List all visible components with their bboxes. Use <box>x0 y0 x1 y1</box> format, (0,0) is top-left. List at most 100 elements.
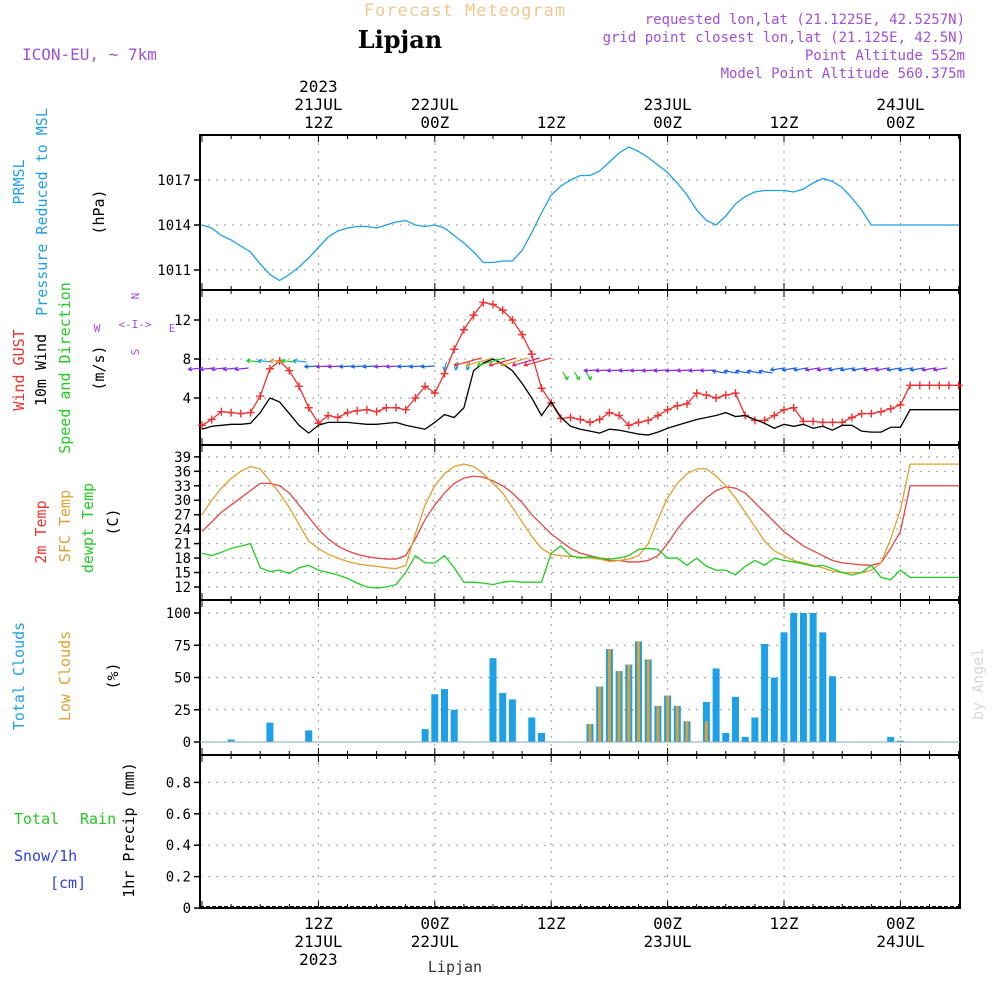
wind-arrow <box>246 358 261 364</box>
total-cloud-bar <box>431 694 439 742</box>
total-cloud-bar <box>722 732 730 742</box>
wind-dir-label: Speed and Direction <box>56 282 74 454</box>
total-cloud-bar <box>780 632 788 742</box>
y-tick-label: 0 <box>183 735 191 751</box>
gust-point <box>353 406 362 415</box>
y-tick-label: 1011 <box>157 263 191 279</box>
pressure-label-long: Pressure Reduced to MSL <box>33 108 51 316</box>
total-cloud-bar <box>489 658 497 742</box>
gust-point <box>372 407 381 416</box>
total-cloud-bar <box>227 739 235 742</box>
place-title: Lipjan <box>358 25 442 54</box>
wind-arrow <box>746 369 761 374</box>
gust-point <box>421 382 430 391</box>
y-tick-label: 8 <box>183 352 191 368</box>
gust-point <box>595 415 604 424</box>
y-tick-label: 39 <box>174 450 191 466</box>
gust-point <box>556 414 565 423</box>
y-tick-label: 21 <box>174 537 191 553</box>
gust-point <box>886 404 895 413</box>
compass-w: W <box>94 322 101 335</box>
compass-ew: <-I-> <box>118 318 151 331</box>
wind-arrow <box>851 367 866 372</box>
wind-arrow <box>804 367 820 372</box>
dewpoint-line <box>201 542 959 589</box>
wind-arrow <box>211 366 226 372</box>
gust-point <box>198 421 206 430</box>
wind-arrow <box>874 367 889 372</box>
gust-point <box>906 381 915 390</box>
top-time-label: 00Z <box>886 113 915 132</box>
gust-point <box>954 381 963 390</box>
top-time-label: 12Z <box>770 113 799 132</box>
gust-point <box>227 408 236 417</box>
gust-point <box>382 403 391 412</box>
wind-arrow <box>562 371 569 381</box>
gust-point <box>333 413 342 422</box>
low-cloud-bar <box>607 649 611 742</box>
y-tick-label: 75 <box>174 638 191 654</box>
bottom-time-label: 24JUL <box>876 932 924 951</box>
y-tick-label: 15 <box>174 566 191 582</box>
gust-point <box>877 407 885 416</box>
low-cloud-bar <box>617 671 621 742</box>
bottom-time-label: 23JUL <box>644 932 692 951</box>
model-altitude: Model Point Altitude 560.375m <box>721 66 965 82</box>
gust-point <box>683 399 691 408</box>
wind-arrow <box>523 357 552 367</box>
wind-arrow <box>488 357 517 367</box>
top-time-label: 12Z <box>537 113 566 132</box>
y-tick-label: 0.2 <box>166 870 191 886</box>
low-cloud-bar <box>627 664 631 742</box>
gust-point <box>518 330 527 339</box>
bottom-time-label: 22JUL <box>411 932 459 951</box>
gust-point <box>624 421 633 430</box>
gust-point <box>770 411 779 420</box>
bottom-time-label: 12Z <box>304 914 333 933</box>
panel-wind: 4 8 12 <box>174 289 963 446</box>
gust-point <box>634 418 643 427</box>
wind-label: 10m Wind <box>32 334 50 406</box>
total-cloud-bar <box>809 613 817 742</box>
y-tick-label: 25 <box>174 703 191 719</box>
gust-point <box>712 394 721 402</box>
total-cloud-bar <box>538 732 545 742</box>
y-tick-label: 18 <box>174 551 191 567</box>
y-tick-label: 4 <box>183 391 191 407</box>
low-cloud-bar <box>685 721 689 742</box>
total-cloud-bar <box>266 722 274 742</box>
total-cloud-bar <box>528 717 536 742</box>
wind-arrow <box>420 364 435 369</box>
bottom-time-label: 00Z <box>886 914 915 933</box>
low-cloud-bar <box>637 641 640 742</box>
wind-arrow <box>711 369 726 374</box>
temp-sfc-label: SFC Temp <box>56 490 74 562</box>
gust-point <box>692 389 701 398</box>
compass-e: E <box>169 322 176 335</box>
wind-arrow <box>758 369 773 374</box>
panel-pressure: 1011 1014 1017 <box>157 134 961 291</box>
gust-point <box>236 409 245 418</box>
temp-unit: (C) <box>104 508 122 535</box>
wind-arrow <box>898 367 913 372</box>
wind-arrow <box>476 357 505 367</box>
pressure-line <box>201 146 959 282</box>
gust-point <box>450 345 459 354</box>
y-tick-label: 24 <box>174 522 191 538</box>
total-clouds-label: Total Clouds <box>10 622 28 730</box>
wind-arrow <box>465 357 494 367</box>
temp-2m-line <box>201 475 959 566</box>
gust-point <box>915 381 924 390</box>
compass-n: N <box>129 293 142 300</box>
panel-frame <box>199 754 961 909</box>
point-altitude: Point Altitude 552m <box>805 48 965 64</box>
clouds-unit: (%) <box>104 662 122 689</box>
low-cloud-bar <box>588 723 592 742</box>
y-tick-label: 12 <box>174 313 191 329</box>
gust-label: Wind GUST <box>10 329 28 410</box>
total-cloud-bar <box>799 613 807 742</box>
wind-arrow <box>886 367 901 372</box>
gust-point <box>207 415 216 424</box>
bottom-time-label: 00Z <box>653 914 682 933</box>
